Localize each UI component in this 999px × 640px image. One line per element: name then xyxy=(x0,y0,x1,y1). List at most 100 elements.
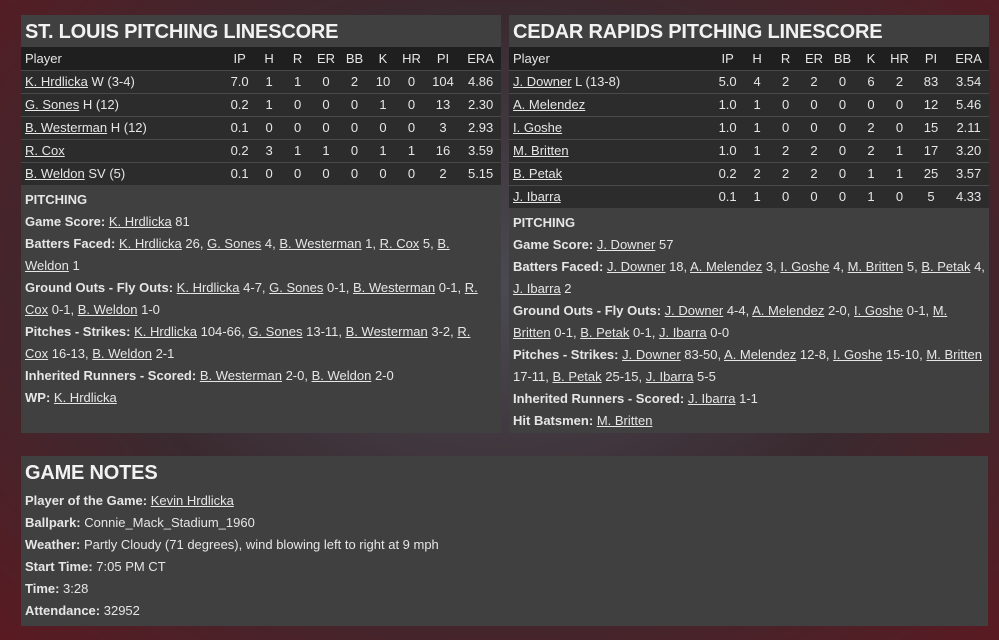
player-link[interactable]: J. Ibarra xyxy=(687,391,736,406)
player-link[interactable]: A. Melendez xyxy=(513,97,586,112)
table-row: B. Weldon SV (5) 0.1 0 0 0 0 0 0 2 5.15 xyxy=(21,161,501,185)
column-header-k[interactable]: K xyxy=(856,47,886,70)
player-link[interactable]: K. Hrdlicka xyxy=(176,280,240,295)
player-link[interactable]: I. Goshe xyxy=(854,303,904,318)
player-link[interactable]: G. Sones xyxy=(207,236,262,251)
stat-ip: 0.1 xyxy=(224,161,255,185)
stat-pi: 17 xyxy=(913,138,949,162)
column-header-bb[interactable]: BB xyxy=(828,47,857,70)
decision-note: H (12) xyxy=(110,120,147,135)
stat-k: 1 xyxy=(856,184,886,208)
player-link[interactable]: K. Hrdlicka xyxy=(118,236,182,251)
player-link[interactable]: J. Downer xyxy=(606,259,666,274)
player-link[interactable]: K. Hrdlicka xyxy=(53,390,117,405)
column-header-r[interactable]: R xyxy=(771,47,800,70)
column-header-r[interactable]: R xyxy=(283,47,312,70)
player-link[interactable]: J. Downer xyxy=(513,74,572,89)
player-link[interactable]: G. Sones xyxy=(25,97,80,112)
note-value: 15-10, xyxy=(882,347,927,362)
player-link[interactable]: M. Britten xyxy=(596,413,653,428)
player-link[interactable]: B. Westerman xyxy=(199,368,282,383)
player-link[interactable]: R. Cox xyxy=(379,236,420,251)
column-header-player[interactable]: Player xyxy=(509,47,713,70)
player-link[interactable]: J. Ibarra xyxy=(658,325,707,340)
stat-h: 1 xyxy=(742,115,772,139)
column-header-era[interactable]: ERA xyxy=(460,47,501,70)
note-value: 0-1, xyxy=(629,325,659,340)
player-link[interactable]: M. Britten xyxy=(926,347,983,362)
player-link[interactable]: A. Melendez xyxy=(724,347,797,362)
player-link[interactable]: R. Cox xyxy=(25,143,65,158)
player-link[interactable]: Kevin Hrdlicka xyxy=(150,493,234,508)
stat-ip: 0.2 xyxy=(712,161,743,185)
player-link[interactable]: G. Sones xyxy=(269,280,324,295)
column-header-hr[interactable]: HR xyxy=(885,47,914,70)
player-link[interactable]: B. Petak xyxy=(552,369,602,384)
player-link[interactable]: M. Britten xyxy=(513,303,948,340)
player-link[interactable]: K. Hrdlicka xyxy=(25,74,88,89)
note-value: Connie_Mack_Stadium_1960 xyxy=(80,515,255,530)
player-link[interactable]: J. Downer xyxy=(596,237,656,252)
column-header-er[interactable]: ER xyxy=(799,47,829,70)
column-header-hr[interactable]: HR xyxy=(397,47,426,70)
column-header-player[interactable]: Player xyxy=(21,47,225,70)
player-link[interactable]: B. Westerman xyxy=(352,280,436,295)
player-link[interactable]: J. Ibarra xyxy=(513,189,561,205)
player-link[interactable]: B. Westerman xyxy=(25,120,108,135)
column-header-ip[interactable]: IP xyxy=(224,47,255,70)
stat-era: 4.86 xyxy=(460,69,501,93)
player-link[interactable]: R. Cox xyxy=(25,324,471,361)
player-link[interactable]: J. Downer xyxy=(664,303,724,318)
note-label: Ballpark: xyxy=(25,515,81,530)
player-link[interactable]: J. Ibarra xyxy=(645,369,694,384)
player-link[interactable]: I. Goshe xyxy=(780,259,830,274)
player-link[interactable]: R. Cox xyxy=(25,280,478,317)
note-value: 4, xyxy=(261,236,280,251)
column-header-k[interactable]: K xyxy=(368,47,398,70)
player-link[interactable]: B. Petak xyxy=(580,325,630,340)
stat-pi: 3 xyxy=(425,115,461,139)
note-value: 3-2, xyxy=(427,324,458,339)
player-link[interactable]: B. Weldon xyxy=(77,302,138,317)
column-header-pi[interactable]: PI xyxy=(913,47,949,70)
player-link[interactable]: I. Goshe xyxy=(833,347,883,362)
stat-er: 0 xyxy=(799,92,829,116)
player-link[interactable]: K. Hrdlicka xyxy=(108,214,172,229)
player-link[interactable]: A. Melendez xyxy=(752,303,825,318)
player-link[interactable]: B. Weldon xyxy=(311,368,372,383)
note-label: Pitches - Strikes: xyxy=(513,347,619,362)
note-value: 0-1, xyxy=(550,325,581,340)
player-link[interactable]: B. Westerman xyxy=(279,236,362,251)
column-header-h[interactable]: H xyxy=(254,47,284,70)
player-link[interactable]: B. Petak xyxy=(921,259,971,274)
player-cell: J. Ibarra xyxy=(509,184,713,208)
player-link[interactable]: J. Ibarra xyxy=(513,281,561,296)
stat-pi: 15 xyxy=(913,115,949,139)
column-header-er[interactable]: ER xyxy=(311,47,341,70)
column-header-era[interactable]: ERA xyxy=(948,47,989,70)
player-link[interactable]: G. Sones xyxy=(248,324,303,339)
column-header-ip[interactable]: IP xyxy=(712,47,743,70)
note-label: Inherited Runners - Scored: xyxy=(513,391,685,406)
player-link[interactable]: K. Hrdlicka xyxy=(134,324,197,339)
column-header-bb[interactable]: BB xyxy=(340,47,369,70)
note-line: Pitches - Strikes: J. Downer 83-50, A. M… xyxy=(513,344,985,388)
player-link[interactable]: J. Downer xyxy=(622,347,681,362)
player-link[interactable]: M. Britten xyxy=(513,143,569,158)
column-header-h[interactable]: H xyxy=(742,47,772,70)
player-link[interactable]: I. Goshe xyxy=(513,120,563,135)
player-link[interactable]: B. Petak xyxy=(513,166,563,181)
stat-r: 0 xyxy=(283,161,312,185)
player-link[interactable]: B. Weldon xyxy=(25,236,450,273)
player-link[interactable]: B. Weldon xyxy=(25,166,85,182)
player-link[interactable]: M. Britten xyxy=(847,259,904,274)
player-link[interactable]: B. Westerman xyxy=(345,324,428,339)
note-line: Ballpark: Connie_Mack_Stadium_1960 xyxy=(25,512,984,534)
column-header-pi[interactable]: PI xyxy=(425,47,461,70)
player-cell: K. Hrdlicka W (3-4) xyxy=(21,69,225,93)
note-value: 0-0 xyxy=(706,325,730,340)
player-link[interactable]: B. Weldon xyxy=(92,346,152,361)
player-link[interactable]: A. Melendez xyxy=(690,259,763,274)
note-line: Pitches - Strikes: K. Hrdlicka 104-66, G… xyxy=(25,321,497,365)
table-header-row: Player IP H R ER BB K HR PI ERA xyxy=(509,47,989,70)
